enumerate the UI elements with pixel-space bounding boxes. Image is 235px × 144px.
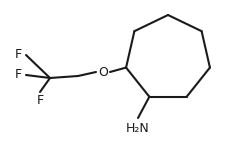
Text: F: F <box>14 49 22 61</box>
Text: H₂N: H₂N <box>126 122 150 134</box>
Text: F: F <box>36 93 43 107</box>
Text: F: F <box>14 69 22 82</box>
Text: O: O <box>98 66 108 78</box>
